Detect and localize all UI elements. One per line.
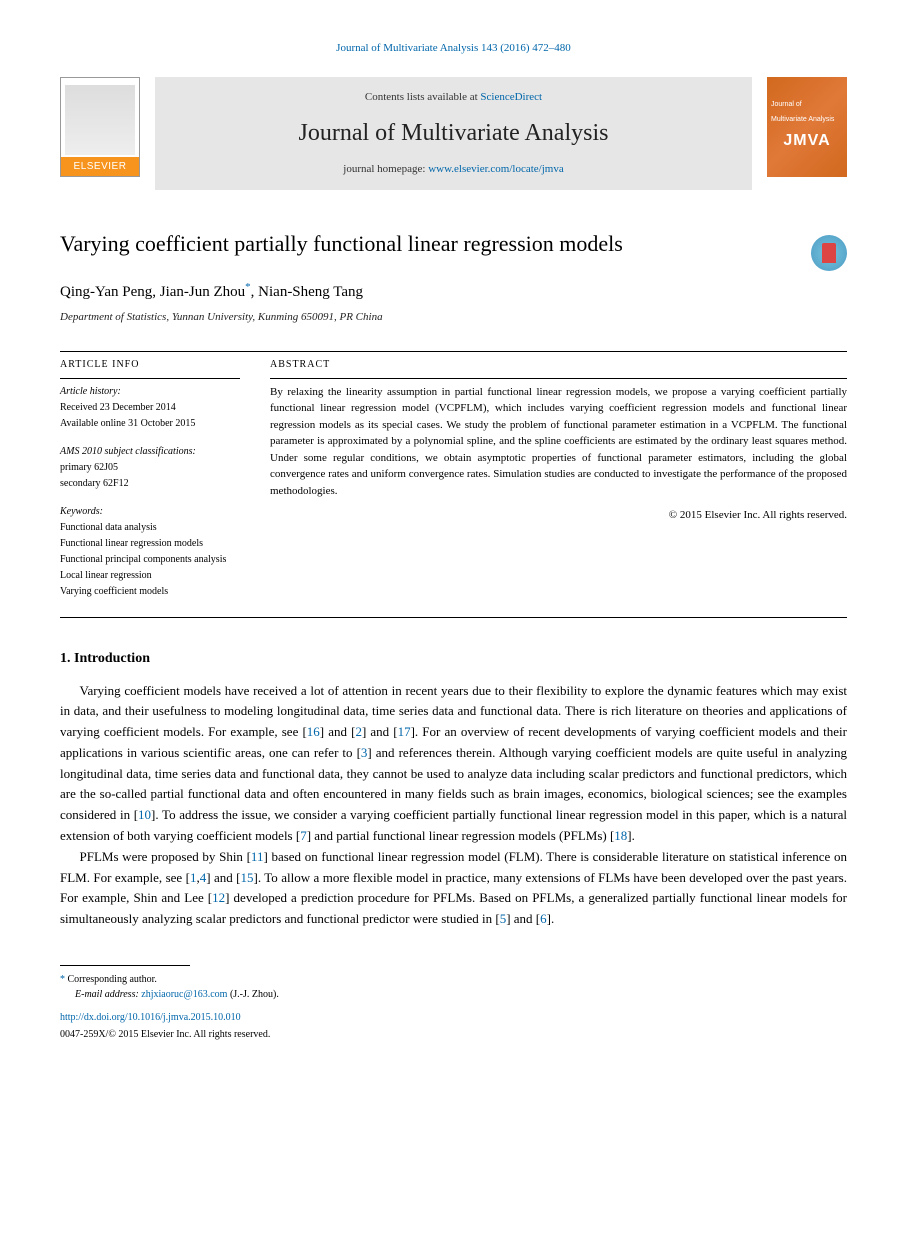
citation-link[interactable]: Journal of Multivariate Analysis 143 (20… bbox=[336, 42, 571, 54]
citation-line: Journal of Multivariate Analysis 143 (20… bbox=[60, 40, 847, 57]
homepage-link[interactable]: www.elsevier.com/locate/jmva bbox=[428, 163, 564, 175]
keyword-2: Functional linear regression models bbox=[60, 536, 240, 552]
authors-last: , Nian-Sheng Tang bbox=[251, 284, 363, 300]
contents-line: Contents lists available at ScienceDirec… bbox=[365, 89, 542, 106]
abstract-divider bbox=[270, 378, 847, 379]
ref-15[interactable]: 15 bbox=[240, 870, 253, 885]
p2-h: ]. bbox=[547, 911, 555, 926]
crossmark-icon[interactable] bbox=[811, 235, 847, 271]
journal-cover: Journal of Multivariate Analysis JMVA bbox=[767, 77, 847, 177]
cover-title: Multivariate Analysis bbox=[771, 115, 834, 126]
abstract-copyright: © 2015 Elsevier Inc. All rights reserved… bbox=[270, 507, 847, 524]
p1-g: ] and partial functional linear regressi… bbox=[307, 828, 615, 843]
paragraph-2: PFLMs were proposed by Shin [11] based o… bbox=[60, 847, 847, 930]
footnote-separator bbox=[60, 965, 190, 966]
copyright-bottom: 0047-259X/© 2015 Elsevier Inc. All right… bbox=[60, 1027, 847, 1042]
authors-first: Qing-Yan Peng, Jian-Jun Zhou bbox=[60, 284, 245, 300]
article-info: ARTICLE INFO Article history: Received 2… bbox=[60, 357, 240, 612]
ref-18[interactable]: 18 bbox=[614, 828, 627, 843]
abstract-heading: ABSTRACT bbox=[270, 357, 847, 372]
p1-h: ]. bbox=[627, 828, 635, 843]
p2-g: ] and [ bbox=[506, 911, 540, 926]
info-abstract-row: ARTICLE INFO Article history: Received 2… bbox=[60, 357, 847, 612]
ams-primary: primary 62J05 bbox=[60, 460, 240, 476]
available-date: Available online 31 October 2015 bbox=[60, 416, 240, 432]
keyword-4: Local linear regression bbox=[60, 568, 240, 584]
email-label: E-mail address: bbox=[75, 989, 139, 1000]
authors-line: Qing-Yan Peng, Jian-Jun Zhou*, Nian-Shen… bbox=[60, 279, 847, 304]
ams-secondary: secondary 62F12 bbox=[60, 476, 240, 492]
ref-16[interactable]: 16 bbox=[307, 724, 320, 739]
p2-d: ] and [ bbox=[206, 870, 240, 885]
p2-a: PFLMs were proposed by Shin [ bbox=[80, 849, 251, 864]
homepage-line: journal homepage: www.elsevier.com/locat… bbox=[343, 161, 563, 178]
p1-c: ] and [ bbox=[362, 724, 398, 739]
contents-prefix: Contents lists available at bbox=[365, 91, 480, 103]
elsevier-tree-icon bbox=[65, 85, 135, 155]
ref-12[interactable]: 12 bbox=[212, 890, 225, 905]
bookmark-icon bbox=[822, 243, 836, 263]
keyword-5: Varying coefficient models bbox=[60, 584, 240, 600]
cover-acronym: JMVA bbox=[783, 129, 830, 153]
ref-17[interactable]: 17 bbox=[398, 724, 411, 739]
doi-link[interactable]: http://dx.doi.org/10.1016/j.jmva.2015.10… bbox=[60, 1012, 241, 1023]
keyword-3: Functional principal components analysis bbox=[60, 552, 240, 568]
history-label: Article history: bbox=[60, 384, 240, 400]
keywords-block: Keywords: Functional data analysis Funct… bbox=[60, 504, 240, 600]
divider-top bbox=[60, 351, 847, 352]
cover-subtitle: Journal of bbox=[771, 100, 802, 111]
homepage-prefix: journal homepage: bbox=[343, 163, 428, 175]
ref-11[interactable]: 11 bbox=[251, 849, 264, 864]
abstract-column: ABSTRACT By relaxing the linearity assum… bbox=[270, 357, 847, 612]
elsevier-label: ELSEVIER bbox=[61, 157, 139, 176]
doi-line: http://dx.doi.org/10.1016/j.jmva.2015.10… bbox=[60, 1010, 847, 1025]
info-heading: ARTICLE INFO bbox=[60, 357, 240, 373]
ams-block: AMS 2010 subject classifications: primar… bbox=[60, 444, 240, 492]
footnote: * Corresponding author. E-mail address: … bbox=[60, 972, 847, 1002]
article-title: Varying coefficient partially functional… bbox=[60, 230, 791, 259]
body-text: Varying coefficient models have received… bbox=[60, 681, 847, 931]
p1-b: ] and [ bbox=[320, 724, 356, 739]
abstract-text: By relaxing the linearity assumption in … bbox=[270, 384, 847, 500]
keyword-1: Functional data analysis bbox=[60, 520, 240, 536]
title-row: Varying coefficient partially functional… bbox=[60, 230, 847, 271]
keywords-label: Keywords: bbox=[60, 504, 240, 520]
elsevier-logo: ELSEVIER bbox=[60, 77, 140, 177]
affiliation: Department of Statistics, Yunnan Univers… bbox=[60, 309, 847, 326]
history-block: Article history: Received 23 December 20… bbox=[60, 384, 240, 432]
section-1-heading: 1. Introduction bbox=[60, 648, 847, 669]
center-panel: Contents lists available at ScienceDirec… bbox=[155, 77, 752, 190]
footnote-asterisk: * bbox=[60, 974, 65, 985]
divider-bottom bbox=[60, 617, 847, 618]
email-link[interactable]: zhjxiaoruc@163.com bbox=[141, 989, 227, 1000]
corresponding-label: Corresponding author. bbox=[68, 974, 157, 985]
sciencedirect-link[interactable]: ScienceDirect bbox=[480, 91, 542, 103]
received-date: Received 23 December 2014 bbox=[60, 400, 240, 416]
journal-title: Journal of Multivariate Analysis bbox=[299, 115, 609, 151]
email-suffix: (J.-J. Zhou). bbox=[227, 989, 278, 1000]
ams-label: AMS 2010 subject classifications: bbox=[60, 444, 240, 460]
info-divider bbox=[60, 378, 240, 379]
ref-10[interactable]: 10 bbox=[138, 807, 151, 822]
paragraph-1: Varying coefficient models have received… bbox=[60, 681, 847, 847]
header-section: ELSEVIER Contents lists available at Sci… bbox=[60, 77, 847, 190]
